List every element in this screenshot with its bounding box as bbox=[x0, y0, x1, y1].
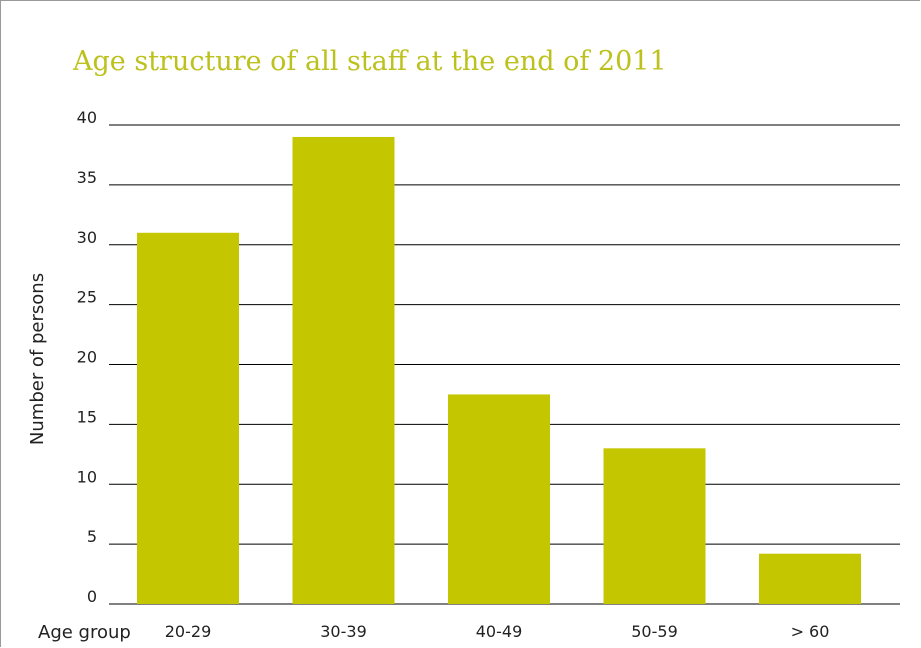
x-tick-label: 30-39 bbox=[320, 622, 367, 641]
bar bbox=[759, 553, 861, 604]
bars bbox=[137, 136, 861, 604]
y-tick-label: 15 bbox=[77, 407, 97, 426]
y-tick-label: 0 bbox=[87, 587, 97, 606]
x-tick-label: > 60 bbox=[791, 622, 830, 641]
bar bbox=[448, 394, 550, 604]
y-tick-label: 25 bbox=[77, 288, 97, 307]
x-tick-label: 40-49 bbox=[476, 622, 523, 641]
y-tick-labels: 0 5 10 15 20 25 30 35 40 bbox=[77, 108, 97, 606]
bar bbox=[292, 136, 395, 604]
y-tick-label: 20 bbox=[77, 348, 97, 367]
y-tick-label: 30 bbox=[77, 228, 97, 247]
chart-title: Age structure of all staff at the end of… bbox=[72, 46, 667, 77]
x-axis-label: Age group bbox=[38, 622, 131, 643]
x-tick-label: 50-59 bbox=[631, 622, 678, 641]
y-axis-label: Number of persons bbox=[27, 273, 48, 445]
y-tick-label: 5 bbox=[87, 527, 97, 546]
y-tick-label: 40 bbox=[77, 108, 97, 127]
gridlines bbox=[109, 124, 900, 605]
y-tick-label: 35 bbox=[77, 168, 97, 187]
x-tick-label: 20-29 bbox=[165, 622, 212, 641]
bar bbox=[603, 448, 706, 604]
bar bbox=[137, 232, 239, 604]
x-tick-labels: 20-29 30-39 40-49 50-59 > 60 bbox=[165, 622, 830, 641]
y-tick-label: 10 bbox=[77, 467, 97, 486]
